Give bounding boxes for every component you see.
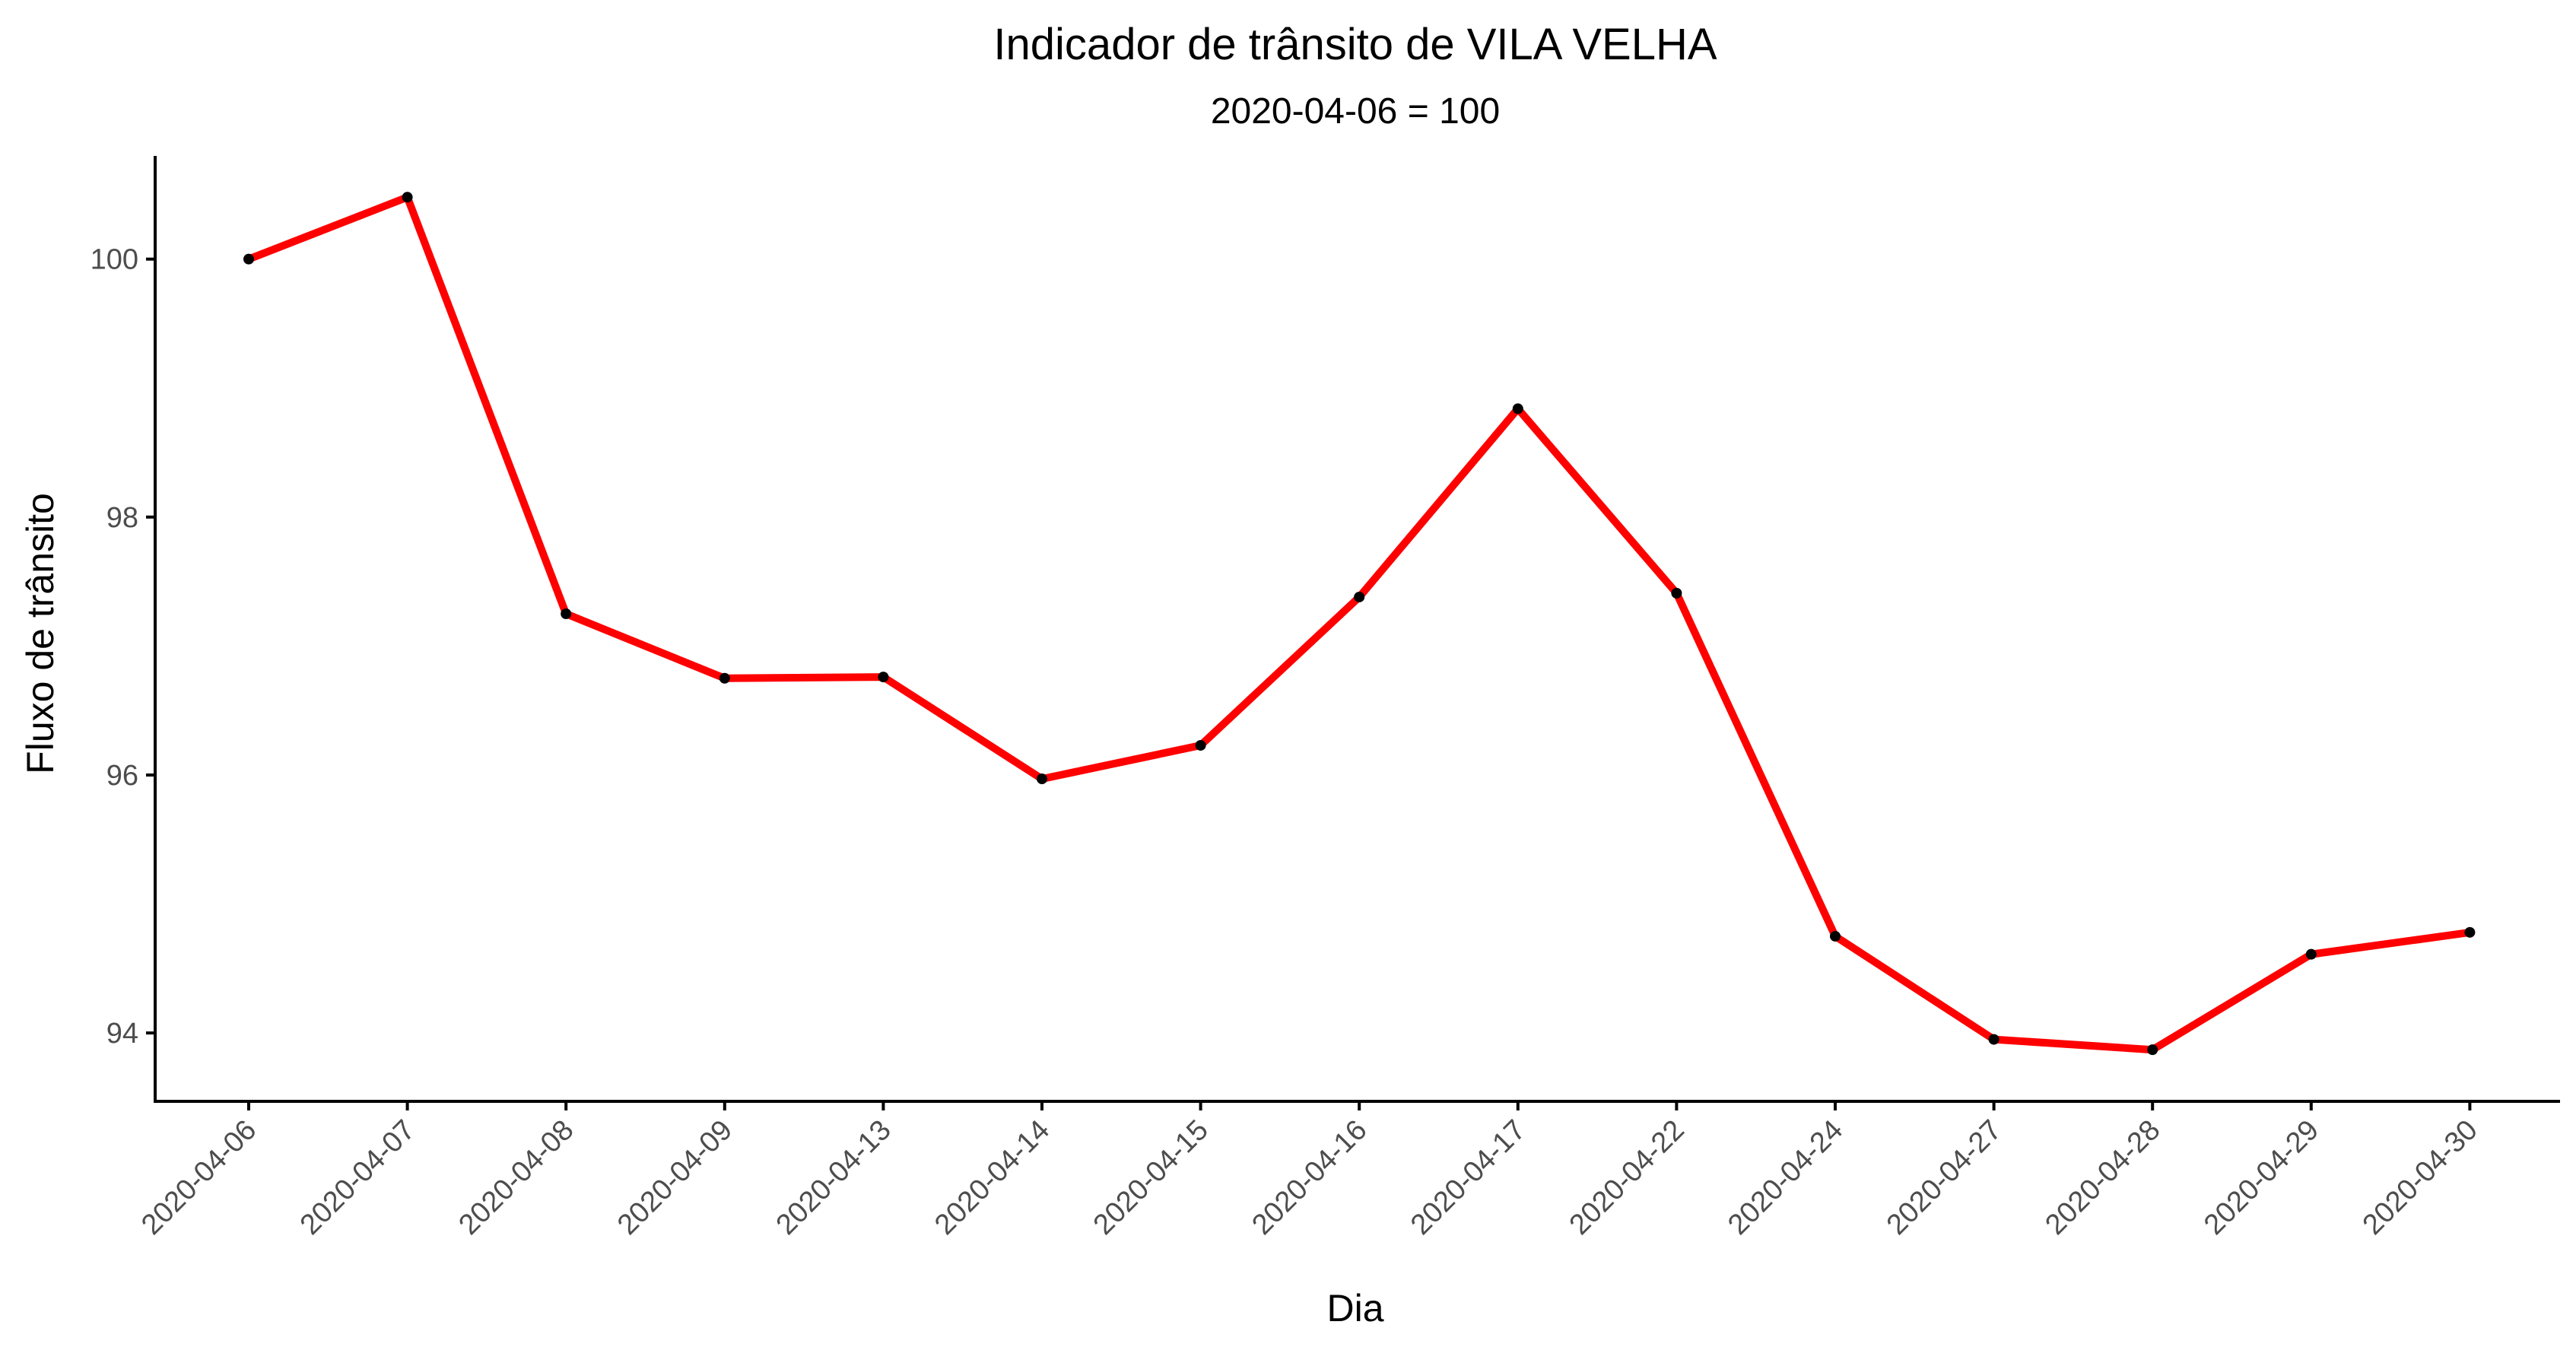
- x-tick-label: 2020-04-14: [929, 1114, 1056, 1241]
- y-tick-label: 98: [106, 502, 138, 534]
- data-points: [243, 192, 2476, 1056]
- data-point: [1988, 1034, 1999, 1045]
- x-tick-label: 2020-04-06: [135, 1114, 262, 1241]
- y-tick-label: 94: [106, 1018, 138, 1050]
- chart-title: Indicador de trânsito de VILA VELHA: [993, 20, 1717, 69]
- x-tick-label: 2020-04-08: [453, 1114, 580, 1241]
- x-axis-ticks: 2020-04-06 2020-04-07 2020-04-08 2020-04-09…: [135, 1101, 2484, 1241]
- data-point: [878, 672, 889, 683]
- data-point: [2464, 926, 2476, 938]
- x-tick-label: 2020-04-28: [2039, 1114, 2166, 1241]
- x-tick-label: 2020-04-17: [1405, 1114, 1532, 1241]
- x-tick-label: 2020-04-30: [2357, 1114, 2484, 1241]
- y-axis-title: Fluxo de trânsito: [19, 493, 62, 774]
- x-tick-label: 2020-04-09: [611, 1114, 738, 1241]
- x-tick-label: 2020-04-15: [1088, 1114, 1215, 1241]
- y-tick-label: 100: [91, 244, 138, 276]
- x-tick-label: 2020-04-07: [294, 1114, 421, 1241]
- data-point: [1671, 587, 1682, 599]
- chart-subtitle: 2020-04-06 = 100: [1211, 91, 1500, 132]
- data-point: [1830, 930, 1841, 942]
- y-axis-ticks: 94 96 98 100: [91, 244, 155, 1050]
- data-point: [2147, 1044, 2158, 1056]
- data-point: [1037, 774, 1047, 785]
- data-point: [2305, 948, 2317, 960]
- x-tick-label: 2020-04-13: [770, 1114, 897, 1241]
- x-tick-label: 2020-04-27: [1881, 1114, 2008, 1241]
- data-point: [1512, 403, 1523, 415]
- series-line: [247, 193, 2471, 1054]
- series-group: [247, 193, 2471, 1054]
- x-tick-label: 2020-04-22: [1564, 1114, 1691, 1241]
- data-point: [561, 608, 572, 619]
- x-tick-label: 2020-04-29: [2198, 1114, 2325, 1241]
- x-tick-label: 2020-04-24: [1722, 1114, 1849, 1241]
- data-point: [1354, 591, 1365, 602]
- data-point: [402, 192, 413, 203]
- y-tick-label: 96: [106, 760, 138, 792]
- data-point: [719, 672, 730, 684]
- data-point: [243, 253, 254, 265]
- x-tick-label: 2020-04-16: [1246, 1114, 1373, 1241]
- data-point: [1195, 739, 1206, 751]
- x-axis-title: Dia: [1326, 1287, 1383, 1330]
